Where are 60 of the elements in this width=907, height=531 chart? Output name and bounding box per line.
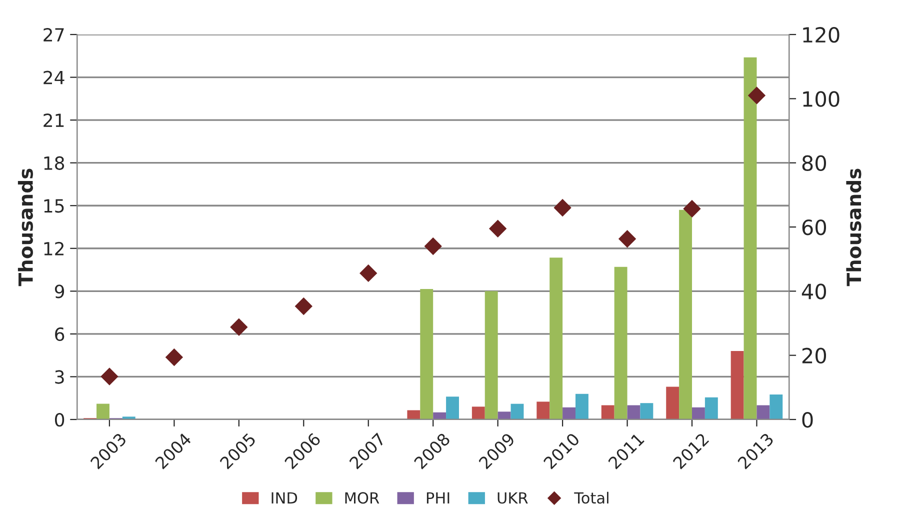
point: [424, 238, 442, 255]
bar: [679, 210, 692, 420]
bar: [575, 394, 588, 420]
legend-label: MOR: [345, 492, 380, 504]
y2-tick-label: 80: [802, 155, 826, 172]
legend-label: Total: [574, 492, 608, 504]
point: [554, 199, 572, 216]
bar: [756, 405, 770, 420]
bar: [484, 291, 498, 420]
legend-label: IND: [272, 492, 298, 504]
y-tick-label: 0: [54, 412, 64, 427]
bar: [96, 404, 110, 420]
bar: [420, 289, 434, 420]
point: [100, 368, 118, 386]
point: [230, 318, 248, 336]
y2-tick-label: 100: [803, 91, 840, 107]
y-tick-label: 24: [44, 70, 64, 84]
y-tick-label: 3: [55, 370, 64, 384]
y2-axis-title: Thousands: [846, 168, 862, 286]
point: [166, 348, 183, 366]
legend-label: UKR: [498, 492, 528, 504]
y2-tick-label: 60: [802, 219, 826, 236]
point: [683, 200, 701, 218]
bar: [536, 402, 550, 420]
point: [489, 220, 506, 238]
bar: [498, 412, 511, 420]
y2-tick-label: 120: [803, 26, 840, 43]
bar: [640, 403, 654, 420]
bar: [692, 407, 705, 420]
y2-tick-label: 0: [802, 412, 813, 428]
bar: [433, 412, 446, 420]
y-tick-label: 27: [44, 28, 64, 42]
point: [618, 230, 636, 248]
bar: [510, 404, 524, 420]
bar: [614, 266, 628, 420]
bar: [562, 407, 576, 420]
bar: [446, 396, 459, 420]
y-tick-label: 12: [44, 242, 64, 256]
bar: [704, 397, 718, 420]
bar: [407, 410, 420, 420]
y-tick-label: 21: [44, 114, 64, 127]
bar: [627, 405, 640, 420]
y2-tick-label: 40: [802, 284, 826, 300]
y2-tick-label: 20: [802, 348, 826, 364]
bar: [744, 57, 757, 420]
point: [360, 264, 377, 282]
bar: [770, 394, 783, 420]
y-tick-label: 18: [44, 156, 64, 170]
y-tick-label: 9: [54, 284, 64, 298]
bar: [730, 351, 744, 420]
point: [748, 86, 766, 104]
bar: [550, 258, 563, 420]
legend-label: PHI: [426, 492, 450, 504]
y-axis-title: Thousands: [18, 168, 33, 286]
bar: [666, 386, 680, 420]
bar: [601, 405, 614, 420]
point: [295, 298, 312, 315]
y-tick-label: 6: [55, 327, 64, 342]
y-tick-label: 15: [44, 199, 64, 213]
bar: [472, 406, 485, 420]
